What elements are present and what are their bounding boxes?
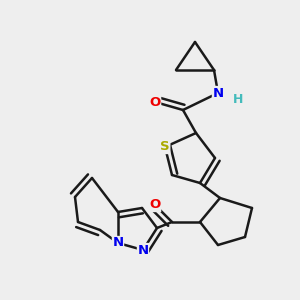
- Text: N: N: [212, 86, 224, 100]
- Text: N: N: [137, 244, 148, 256]
- Text: H: H: [233, 94, 243, 106]
- Text: O: O: [149, 199, 161, 212]
- Text: N: N: [112, 236, 124, 250]
- Text: S: S: [160, 140, 170, 154]
- Text: O: O: [149, 95, 161, 109]
